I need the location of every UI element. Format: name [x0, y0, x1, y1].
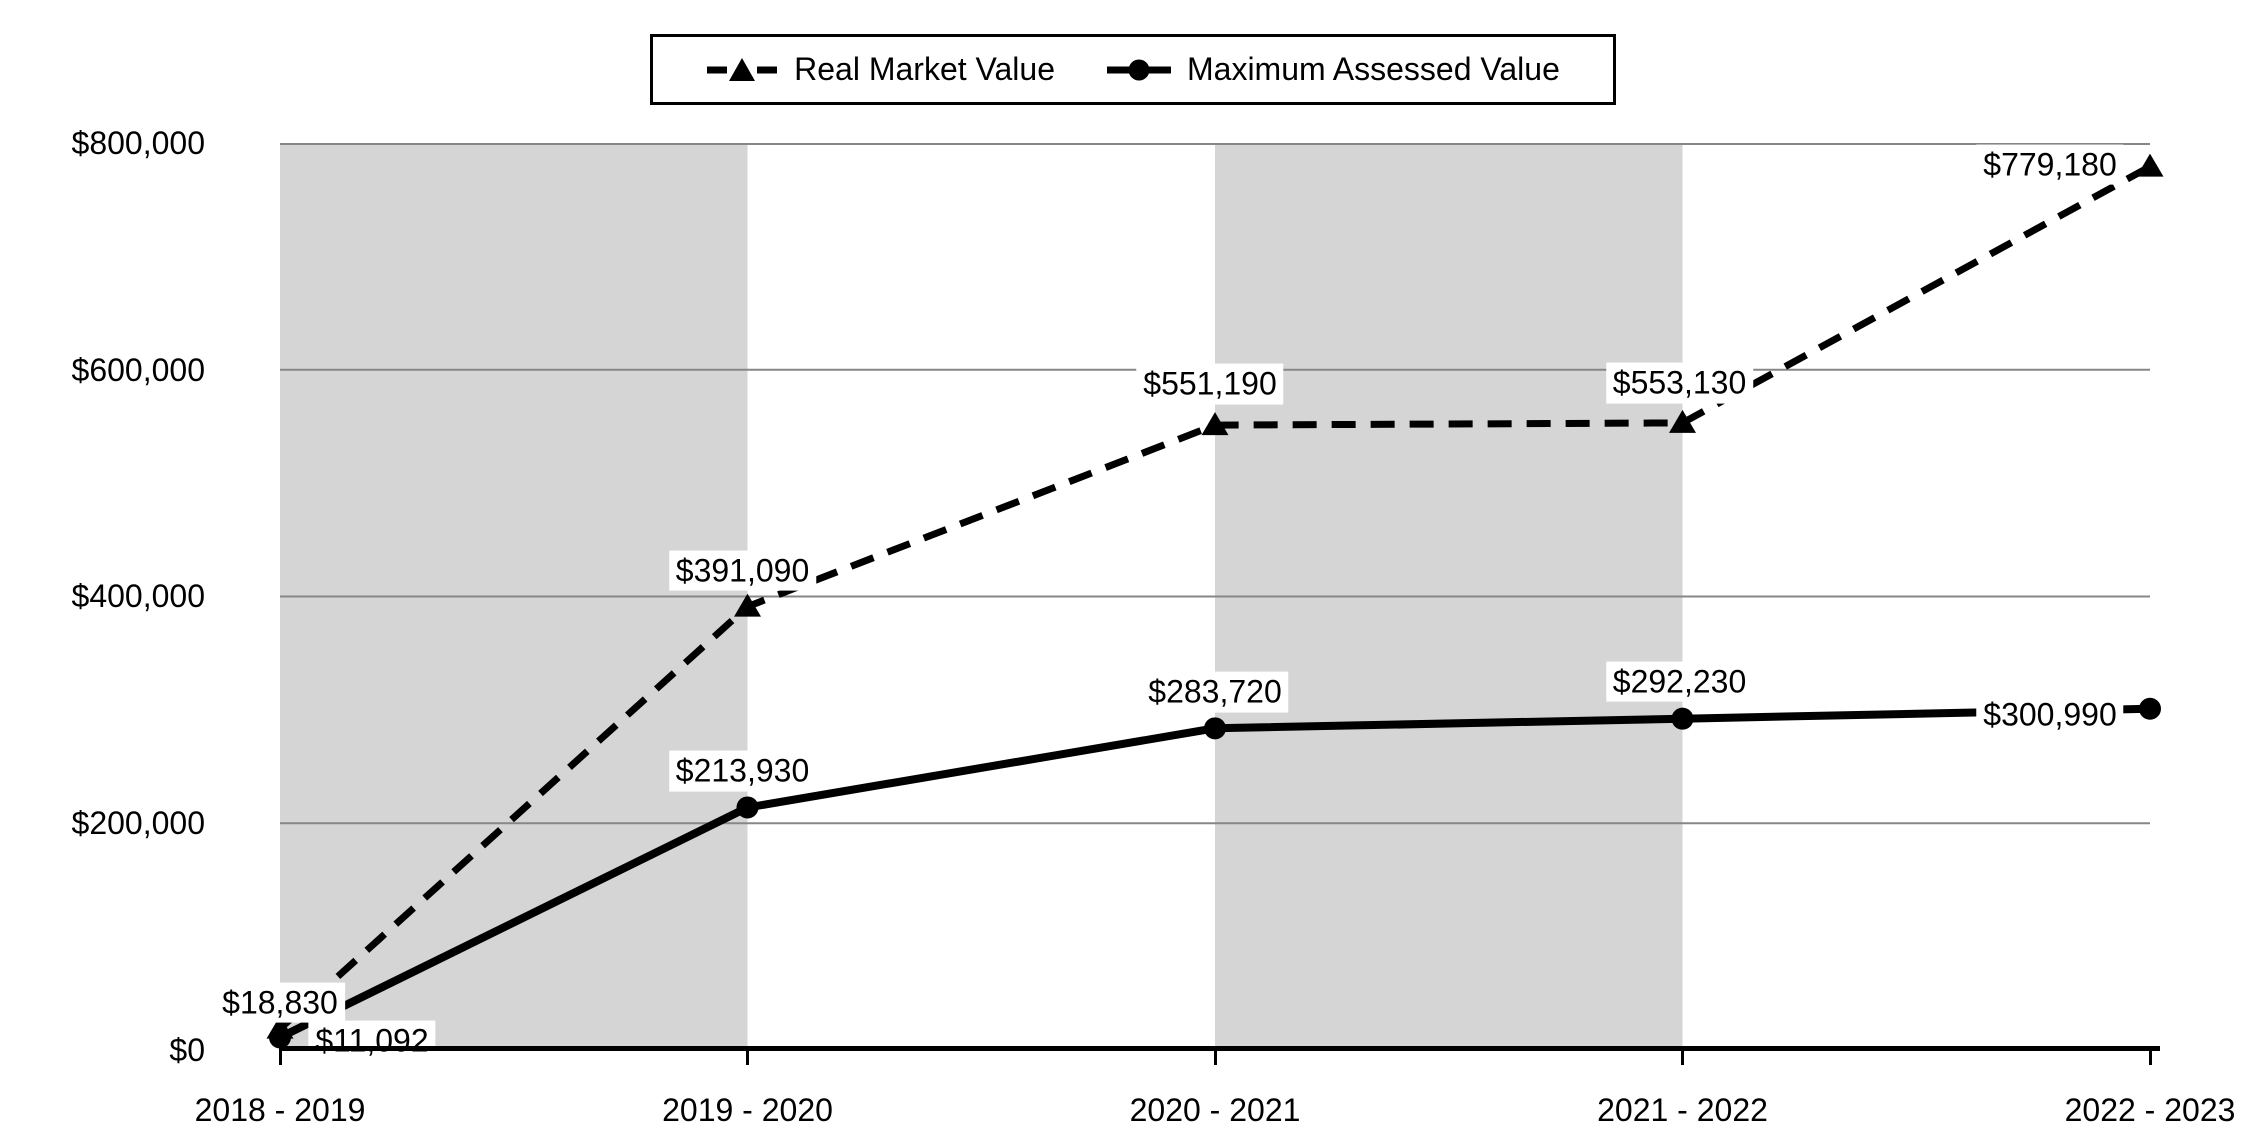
data-label: $300,990: [1976, 694, 2124, 736]
x-axis-label: 2022 - 2023: [2064, 1092, 2236, 1128]
y-axis-label: $400,000: [71, 578, 205, 614]
solid-line-circle-marker-icon: [1106, 59, 1171, 80]
x-axis-label: 2018 - 2019: [194, 1092, 366, 1128]
legend: Real Market Value Maximum Assessed Value: [650, 34, 1616, 105]
data-label: $553,130: [1605, 362, 1754, 404]
plot-area: [266, 143, 2164, 1050]
legend-item-maximum-assessed-value: Maximum Assessed Value: [1106, 51, 1560, 88]
y-axis-label: $0: [169, 1032, 205, 1068]
legend-item-real-market-value: Real Market Value: [706, 51, 1055, 88]
legend-label-maximum-assessed-value: Maximum Assessed Value: [1186, 51, 1560, 87]
y-axis-label: $200,000: [71, 805, 205, 841]
data-label: $551,190: [1136, 363, 1284, 405]
y-axis-label: $600,000: [71, 352, 205, 388]
data-label: $292,230: [1605, 661, 1754, 703]
data-label: $213,930: [668, 751, 817, 792]
y-axis-label: $800,000: [71, 125, 205, 161]
data-label: $283,720: [1141, 671, 1289, 713]
data-label: $11,092: [308, 1021, 436, 1062]
x-axis-label: 2019 - 2020: [662, 1092, 833, 1128]
x-axis-label: 2020 - 2021: [1129, 1092, 1301, 1128]
dashed-line-triangle-marker-icon: [707, 57, 778, 81]
data-label: $779,180: [1976, 144, 2124, 185]
x-axis-label: 2021 - 2022: [1597, 1092, 1768, 1128]
data-label: $391,090: [668, 550, 817, 591]
data-label: $18,830: [215, 982, 345, 1024]
legend-label-real-market-value: Real Market Value: [794, 51, 1055, 87]
